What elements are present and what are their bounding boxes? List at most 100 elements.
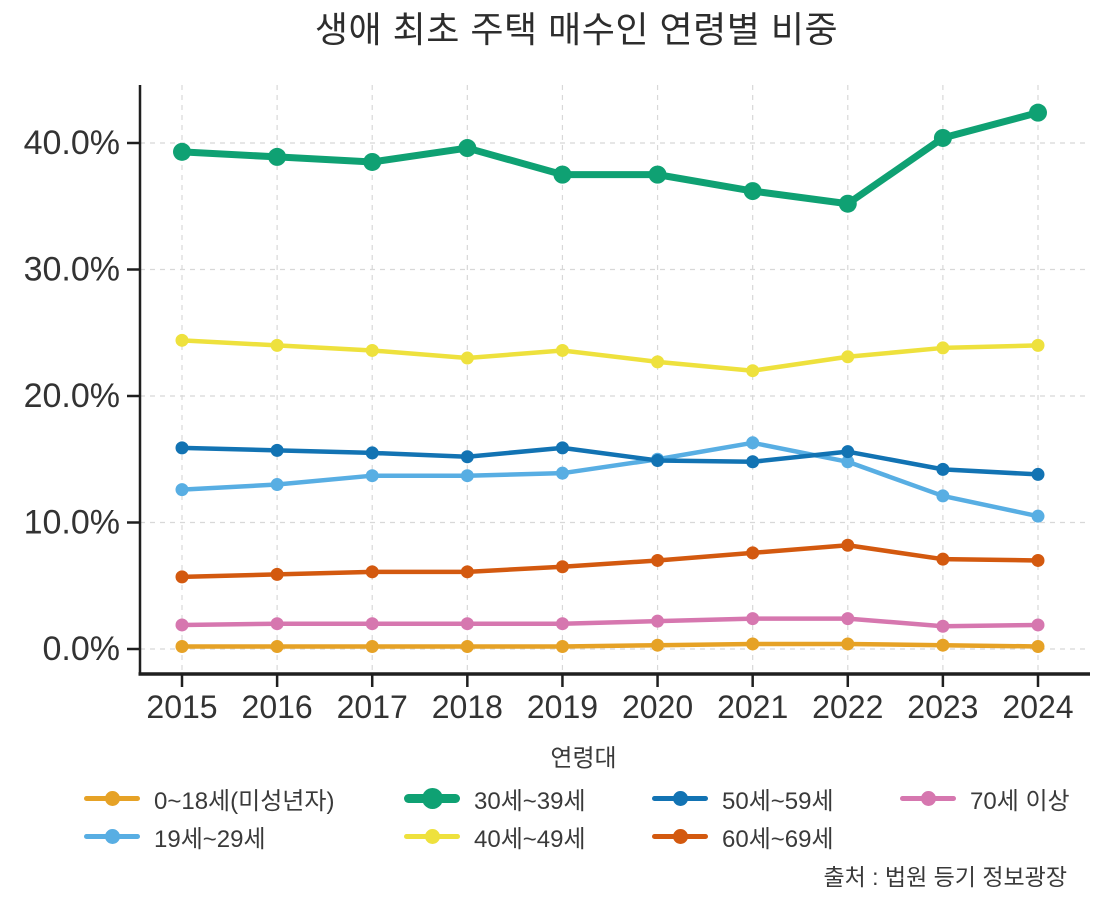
legend-item-50세~59세: 50세~59세 [652,785,900,815]
data-point-70세 이상-2022 [841,612,855,626]
legend-item-19세~29세: 19세~29세 [84,823,404,853]
legend-item-30세~39세: 30세~39세 [404,785,652,815]
data-point-19세~29세-2019 [555,466,569,480]
data-point-19세~29세-2016 [270,478,284,492]
series-line-70세 이상 [179,616,1041,629]
y-tick-label: 30.0% [24,251,120,289]
data-point-19세~29세-2022 [841,455,855,469]
data-point-0~18세(미성년자)-2019 [555,639,569,653]
series-line-60세~69세 [179,543,1041,580]
data-point-70세 이상-2021 [746,612,760,626]
legend-marker-icon [404,823,460,849]
data-point-70세 이상-2016 [270,617,284,631]
legend-marker-icon [652,823,708,849]
legend-label: 50세~59세 [722,787,834,815]
legend-label: 19세~29세 [154,825,266,853]
data-point-70세 이상-2019 [555,617,569,631]
series-line-19세~29세 [179,440,1041,519]
legend-label: 0~18세(미성년자) [154,787,335,815]
series-line-40세~49세 [179,338,1041,373]
data-point-19세~29세-2017 [365,469,379,483]
data-point-40세~49세-2023 [936,341,950,355]
data-point-50세~59세-2018 [460,450,474,464]
data-point-0~18세(미성년자)-2021 [746,637,760,651]
x-tick-label: 2022 [812,689,883,725]
data-point-70세 이상-2015 [175,618,189,632]
data-point-60세~69세-2020 [651,553,665,567]
data-point-30세~39세-2020 [648,165,667,184]
data-point-60세~69세-2015 [175,570,189,584]
data-point-50세~59세-2024 [1031,467,1045,481]
data-point-30세~39세-2022 [838,194,857,213]
x-tick-label: 2015 [146,689,217,725]
x-tick-label: 2019 [527,689,598,725]
legend-marker-icon [652,785,708,811]
data-point-50세~59세-2015 [175,441,189,455]
legend-label: 30세~39세 [474,787,586,815]
data-point-30세~39세-2018 [458,139,477,158]
data-point-30세~39세-2016 [268,147,287,166]
data-point-30세~39세-2023 [933,128,952,147]
data-point-0~18세(미성년자)-2020 [651,638,665,652]
legend-label: 40세~49세 [474,825,586,853]
x-tick-label: 2020 [622,689,693,725]
data-point-60세~69세-2022 [841,538,855,552]
data-point-70세 이상-2023 [936,619,950,633]
data-point-70세 이상-2024 [1031,618,1045,632]
data-point-40세~49세-2016 [270,338,284,352]
legend-items: 0~18세(미성년자) 19세~29세 30세~39세 40세~49세 50세~59세 6… [84,785,1083,853]
data-point-70세 이상-2018 [460,617,474,631]
legend-label: 70세 이상 [970,787,1070,815]
data-point-40세~49세-2022 [841,350,855,364]
data-point-40세~49세-2018 [460,351,474,365]
data-point-60세~69세-2018 [460,565,474,579]
series-line-50세~59세 [179,445,1041,477]
data-point-0~18세(미성년자)-2016 [270,639,284,653]
data-point-50세~59세-2016 [270,443,284,457]
x-tick-label: 2017 [337,689,408,725]
legend-marker-icon [84,785,140,811]
data-point-19세~29세-2021 [746,436,760,450]
legend-item-40세~49세: 40세~49세 [404,823,652,853]
x-tick-label: 2018 [432,689,503,725]
data-point-30세~39세-2024 [1029,103,1047,122]
data-point-60세~69세-2024 [1031,553,1045,567]
data-point-19세~29세-2023 [936,489,950,503]
legend-item-60세~69세: 60세~69세 [652,823,900,853]
data-point-40세~49세-2024 [1031,338,1045,352]
data-point-50세~59세-2023 [936,462,950,476]
data-point-60세~69세-2021 [746,546,760,560]
data-point-19세~29세-2018 [460,469,474,483]
legend: 연령대 0~18세(미성년자) 19세~29세 30세~39세 40세~49세 50세~… [84,738,1083,853]
x-tick-label: 2016 [242,689,313,725]
y-tick-label: 20.0% [24,377,120,415]
data-point-40세~49세-2020 [651,355,665,369]
data-point-40세~49세-2017 [365,343,379,357]
data-point-19세~29세-2024 [1031,509,1045,523]
legend-marker-icon [900,785,956,811]
series-line-30세~39세 [178,109,1042,208]
data-point-0~18세(미성년자)-2015 [175,639,189,653]
data-point-30세~39세-2021 [743,182,762,201]
data-point-50세~59세-2017 [365,446,379,460]
y-tick-label: 40.0% [24,124,120,162]
data-point-70세 이상-2017 [365,617,379,631]
line-chart-plot-area: 0.0% 10.0% 20.0% 30.0% 40.0% 2015 2016 2017 2018… [24,85,1090,725]
series-line-0~18세(미성년자) [179,641,1041,649]
data-point-50세~59세-2021 [746,455,760,469]
data-point-60세~69세-2016 [270,567,284,581]
data-point-40세~49세-2021 [746,364,760,378]
legend-title: 연령대 [550,745,617,772]
data-point-50세~59세-2022 [841,445,855,459]
legend-label: 60세~69세 [722,825,834,853]
x-tick-label: 2021 [717,689,788,725]
legend-marker-icon [404,785,460,811]
y-tick-label: 10.0% [24,504,120,542]
data-point-40세~49세-2019 [555,343,569,357]
x-tick-label: 2023 [907,689,978,725]
data-point-60세~69세-2023 [936,552,950,566]
data-point-0~18세(미성년자)-2017 [365,639,379,653]
data-point-0~18세(미성년자)-2018 [460,639,474,653]
data-point-60세~69세-2017 [365,565,379,579]
